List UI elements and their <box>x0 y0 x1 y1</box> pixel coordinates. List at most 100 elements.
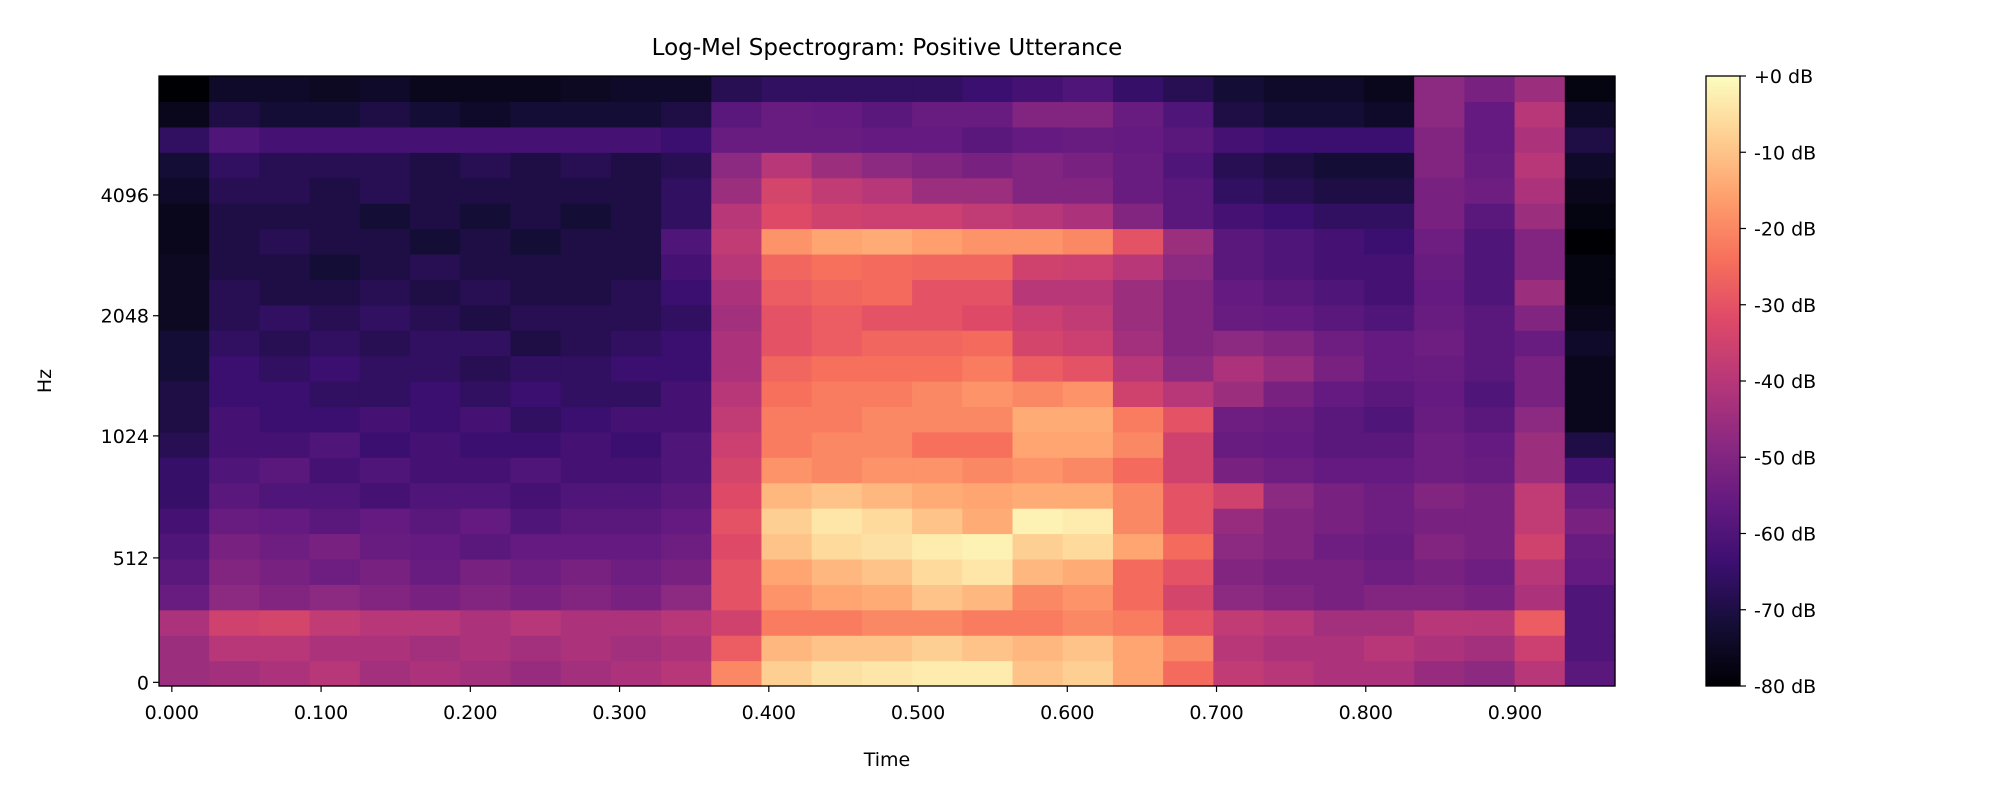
spectrogram-cell <box>761 76 813 103</box>
spectrogram-cell <box>1012 635 1064 662</box>
spectrogram-cell <box>1012 660 1064 687</box>
spectrogram-cell <box>510 584 562 611</box>
spectrogram-cell <box>962 330 1014 357</box>
spectrogram-cell <box>259 482 311 509</box>
spectrogram-cell <box>661 660 712 687</box>
spectrogram-cell <box>761 126 813 153</box>
spectrogram-cell <box>309 253 361 280</box>
spectrogram-cell <box>460 76 512 103</box>
spectrogram-cell <box>761 381 813 408</box>
spectrogram-cell <box>861 177 913 204</box>
spectrogram-cell <box>359 482 411 509</box>
spectrogram-cell <box>1564 126 1616 153</box>
spectrogram-cell <box>510 203 562 230</box>
spectrogram-cell <box>1313 76 1365 103</box>
chart-title: Log-Mel Spectrogram: Positive Utterance <box>652 35 1123 61</box>
spectrogram-cell <box>159 279 210 306</box>
spectrogram-cell <box>1363 533 1415 560</box>
spectrogram-cell <box>1313 101 1365 128</box>
spectrogram-cell <box>711 177 763 204</box>
spectrogram-cell <box>811 203 863 230</box>
spectrogram-cell <box>510 609 562 636</box>
spectrogram-cell <box>209 381 261 408</box>
spectrogram-cell <box>560 660 612 687</box>
spectrogram-cell <box>1112 101 1164 128</box>
spectrogram-cell <box>1012 279 1064 306</box>
spectrogram-cell <box>610 508 662 535</box>
spectrogram-cell <box>209 330 261 357</box>
spectrogram-cell <box>359 76 411 103</box>
spectrogram-cell <box>861 228 913 255</box>
spectrogram-cell <box>259 381 311 408</box>
spectrogram-cell <box>359 609 411 636</box>
spectrogram-cell <box>661 330 712 357</box>
spectrogram-cell <box>1062 279 1114 306</box>
spectrogram-cell <box>159 152 210 179</box>
spectrogram-cell <box>1363 126 1415 153</box>
spectrogram-cell <box>1112 253 1164 280</box>
spectrogram-cell <box>359 508 411 535</box>
spectrogram-cell <box>761 330 813 357</box>
spectrogram-cell <box>1313 558 1365 585</box>
spectrogram-cell <box>861 533 913 560</box>
spectrogram-cell <box>1414 406 1465 433</box>
spectrogram-cell <box>1012 457 1064 484</box>
spectrogram-cell <box>1263 482 1315 509</box>
spectrogram-cell <box>962 228 1014 255</box>
spectrogram-cell <box>1464 177 1516 204</box>
spectrogram-cell <box>861 482 913 509</box>
spectrogram-cell <box>159 228 210 255</box>
spectrogram-cell <box>159 304 210 331</box>
spectrogram-cell <box>912 279 963 306</box>
spectrogram-cell <box>1514 381 1566 408</box>
spectrogram-cell <box>359 228 411 255</box>
spectrogram-cell <box>410 406 461 433</box>
spectrogram-cell <box>1313 228 1365 255</box>
spectrogram-cell <box>912 177 963 204</box>
spectrogram-cell <box>861 126 913 153</box>
spectrogram-cell <box>1263 177 1315 204</box>
spectrogram-cell <box>610 533 662 560</box>
spectrogram-cell <box>259 177 311 204</box>
spectrogram-cell <box>359 330 411 357</box>
spectrogram-cell <box>359 126 411 153</box>
spectrogram-cell <box>811 482 863 509</box>
spectrogram-cell <box>761 660 813 687</box>
spectrogram-cell <box>1062 482 1114 509</box>
spectrogram-cell <box>1414 660 1465 687</box>
spectrogram-cell <box>1564 304 1616 331</box>
spectrogram-cell <box>1112 228 1164 255</box>
spectrogram-cell <box>309 228 361 255</box>
spectrogram-cell <box>1313 279 1365 306</box>
spectrogram-cell <box>1062 609 1114 636</box>
spectrogram-cell <box>560 482 612 509</box>
spectrogram-cell <box>460 584 512 611</box>
spectrogram-cell <box>1112 584 1164 611</box>
spectrogram-cell <box>1564 584 1616 611</box>
spectrogram-cell <box>711 635 763 662</box>
spectrogram-cell <box>610 304 662 331</box>
spectrogram-cell <box>811 584 863 611</box>
spectrogram-cell <box>761 304 813 331</box>
spectrogram-cell <box>861 635 913 662</box>
spectrogram-cell <box>259 431 311 458</box>
spectrogram-cell <box>259 609 311 636</box>
spectrogram-cell <box>761 203 813 230</box>
colorbar-tick-label: -40 dB <box>1754 371 1816 393</box>
spectrogram-cell <box>610 457 662 484</box>
spectrogram-cell <box>1464 228 1516 255</box>
spectrogram-cell <box>1163 355 1214 382</box>
colorbar-tick-label: +0 dB <box>1754 66 1813 88</box>
spectrogram-cell <box>359 177 411 204</box>
spectrogram-cell <box>209 406 261 433</box>
spectrogram-cell <box>912 431 963 458</box>
spectrogram-cell <box>1363 558 1415 585</box>
spectrogram-cell <box>309 482 361 509</box>
spectrogram-cell <box>1213 355 1265 382</box>
spectrogram-cell <box>259 253 311 280</box>
spectrogram-cell <box>1062 304 1114 331</box>
spectrogram-cell <box>359 431 411 458</box>
spectrogram-cell <box>610 558 662 585</box>
spectrogram-cell <box>209 635 261 662</box>
x-tick-label: 0.500 <box>891 702 945 724</box>
